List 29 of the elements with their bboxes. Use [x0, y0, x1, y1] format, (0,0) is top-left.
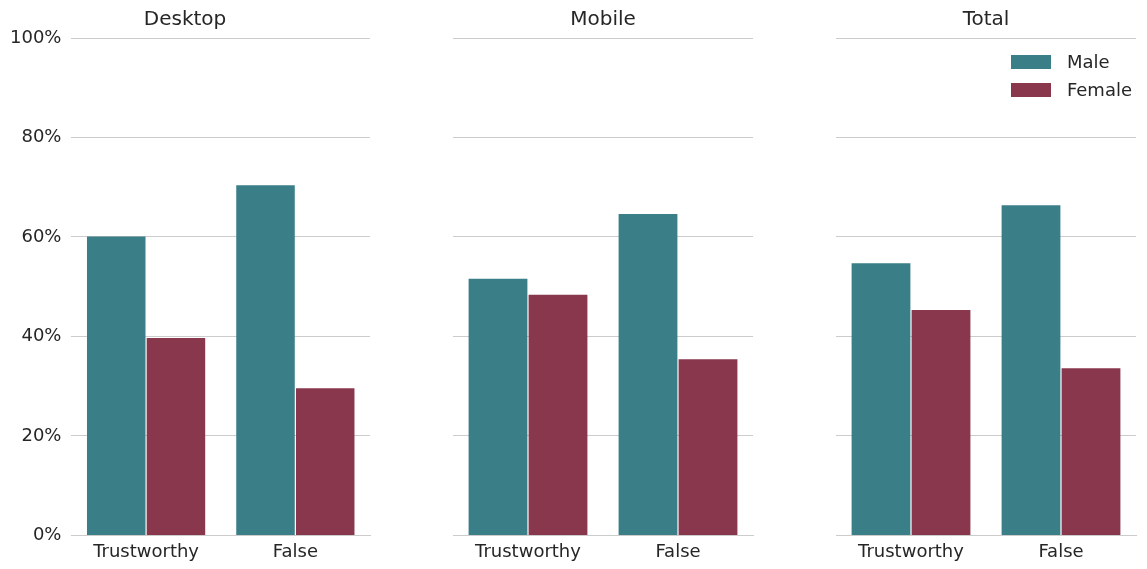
- bar: [851, 263, 911, 535]
- legend-label: Female: [1066, 78, 1132, 102]
- legend-label: Male: [1066, 50, 1110, 74]
- x-tick-label: False: [1038, 539, 1084, 561]
- bar: [678, 359, 738, 535]
- bar: [911, 310, 971, 535]
- chart-title: Total: [961, 6, 1010, 31]
- y-tick-label: 20%: [21, 423, 62, 445]
- x-tick-label: Trustworthy: [92, 539, 200, 561]
- x-tick-label: False: [655, 539, 701, 561]
- bar: [146, 337, 206, 535]
- y-tick-label: 100%: [9, 25, 62, 47]
- chart-title: Mobile: [570, 6, 636, 31]
- bar: [1001, 205, 1061, 535]
- chart-title: Desktop: [143, 6, 227, 31]
- bar: [528, 294, 588, 535]
- y-tick-label: 80%: [21, 125, 62, 147]
- bar: [618, 214, 678, 535]
- bar: [236, 185, 295, 535]
- bar: [86, 236, 146, 535]
- x-tick-label: Trustworthy: [474, 539, 582, 561]
- bar: [295, 388, 355, 535]
- x-tick-label: Trustworthy: [857, 539, 965, 561]
- bar: [468, 278, 528, 535]
- y-tick-label: 40%: [21, 324, 62, 346]
- bar: [1061, 368, 1121, 535]
- y-tick-label: 0%: [32, 523, 62, 545]
- y-tick-label: 60%: [21, 224, 62, 246]
- x-tick-label: False: [272, 539, 318, 561]
